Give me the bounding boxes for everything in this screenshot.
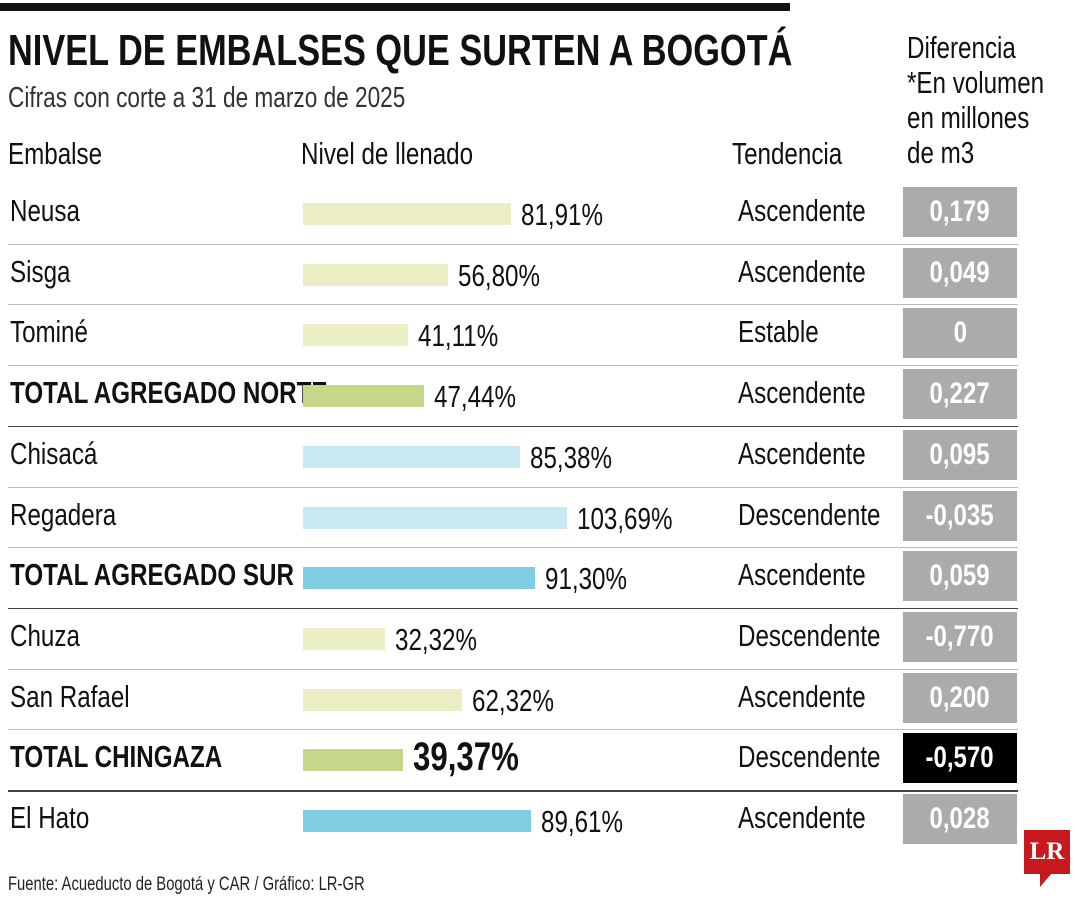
row-separator — [8, 790, 1018, 792]
difference-box: 0,049 — [903, 247, 1017, 298]
level-bar — [303, 810, 532, 832]
embalse-name: Neusa — [10, 193, 80, 228]
difference-box: -0,770 — [903, 611, 1017, 662]
difference-box: -0,035 — [903, 490, 1017, 541]
trend-label: Ascendente — [738, 375, 866, 411]
table-row: Chuza 32,32% Descendente -0,770 — [0, 608, 1080, 669]
table-row: El Hato 89,61% Ascendente 0,028 — [0, 790, 1080, 851]
row-separator — [8, 547, 1018, 549]
embalse-name: TOTAL AGREGADO SUR — [10, 557, 294, 593]
embalse-name: TOTAL AGREGADO NORTE — [10, 375, 328, 411]
difference-box: 0,028 — [903, 794, 1017, 844]
difference-box: 0,227 — [903, 369, 1017, 420]
level-bar — [303, 445, 521, 468]
trend-label: Ascendente — [738, 193, 866, 228]
chart-title: NIVEL DE EMBALSES QUE SURTEN A BOGOTÁ — [8, 26, 793, 75]
level-label: 32,32% — [395, 621, 478, 657]
level-bar — [303, 506, 567, 529]
trend-label: Ascendente — [738, 678, 866, 714]
level-label: 62,32% — [471, 682, 554, 718]
table-row: TOTAL AGREGADO SUR 91,30% Ascendente 0,059 — [0, 547, 1080, 608]
table-row: TOTAL CHINGAZA 39,37% Descendente -0,570 — [0, 729, 1080, 790]
chart-subtitle: Cifras con corte a 31 de marzo de 2025 — [8, 82, 406, 114]
trend-label: Descendente — [738, 739, 881, 775]
lr-logo-tail — [1040, 873, 1052, 887]
column-header-diferencia: Diferencia *En volumen en millones de m3 — [907, 30, 1045, 170]
row-separator — [8, 668, 1018, 670]
level-label: 91,30% — [545, 561, 628, 597]
level-bar — [303, 688, 462, 711]
embalse-name: Chisacá — [10, 435, 98, 471]
level-bar — [303, 567, 536, 590]
table-row: Sisga 56,80% Ascendente 0,049 — [0, 244, 1080, 305]
level-label: 81,91% — [521, 197, 604, 232]
trend-label: Ascendente — [738, 435, 866, 471]
difference-box: 0 — [903, 308, 1017, 359]
embalse-name: El Hato — [10, 800, 90, 835]
level-bar — [303, 263, 448, 286]
embalse-name: Tominé — [10, 314, 88, 350]
difference-box: 0,179 — [903, 187, 1017, 237]
embalse-name: Regadera — [10, 496, 117, 532]
level-label: 89,61% — [541, 804, 624, 839]
trend-label: Descendente — [738, 617, 881, 653]
row-separator — [8, 365, 1018, 367]
embalse-name: TOTAL CHINGAZA — [10, 739, 223, 775]
difference-box: 0,095 — [903, 429, 1017, 480]
level-label: 103,69% — [576, 500, 673, 536]
table-row: San Rafael 62,32% Ascendente 0,200 — [0, 669, 1080, 730]
level-bar — [303, 324, 408, 347]
row-separator — [8, 425, 1018, 428]
source-note: Fuente: Acueducto de Bogotá y CAR / Gráf… — [8, 874, 365, 895]
level-label: 85,38% — [530, 439, 613, 475]
trend-label: Descendente — [738, 496, 881, 532]
level-bar — [303, 385, 424, 408]
top-rule — [0, 3, 790, 11]
embalse-name: San Rafael — [10, 678, 130, 714]
trend-label: Estable — [738, 314, 819, 350]
column-header-tendencia: Tendencia — [732, 136, 843, 171]
lr-logo: LR — [1024, 830, 1070, 874]
embalse-name: Sisga — [10, 253, 71, 289]
level-label: 41,11% — [417, 318, 498, 354]
row-separator — [8, 243, 1018, 245]
table-row: TOTAL AGREGADO NORTE 47,44% Ascendente 0,22… — [0, 365, 1080, 426]
row-separator — [8, 607, 1018, 610]
table-row: Chisacá 85,38% Ascendente 0,095 — [0, 426, 1080, 487]
column-header-nivel: Nivel de llenado — [301, 136, 474, 171]
level-bar — [303, 203, 512, 225]
level-label: 56,80% — [457, 257, 540, 293]
row-separator — [8, 486, 1018, 488]
trend-label: Ascendente — [738, 800, 866, 835]
difference-box: 0,059 — [903, 551, 1017, 602]
table-row: Tominé 41,11% Estable 0 — [0, 304, 1080, 365]
level-label: 47,44% — [433, 379, 516, 415]
table-row: Regadera 103,69% Descendente -0,035 — [0, 487, 1080, 548]
level-label: 39,37% — [413, 735, 520, 780]
level-bar — [303, 749, 404, 772]
trend-label: Ascendente — [738, 557, 866, 593]
difference-box: -0,570 — [903, 733, 1017, 784]
row-separator — [8, 304, 1018, 306]
row-separator — [8, 729, 1018, 731]
difference-box: 0,200 — [903, 672, 1017, 723]
trend-label: Ascendente — [738, 253, 866, 289]
table-row: Neusa 81,91% Ascendente 0,179 — [0, 183, 1080, 244]
embalse-name: Chuza — [10, 617, 80, 653]
level-bar — [303, 627, 386, 650]
column-header-embalse: Embalse — [8, 136, 103, 171]
